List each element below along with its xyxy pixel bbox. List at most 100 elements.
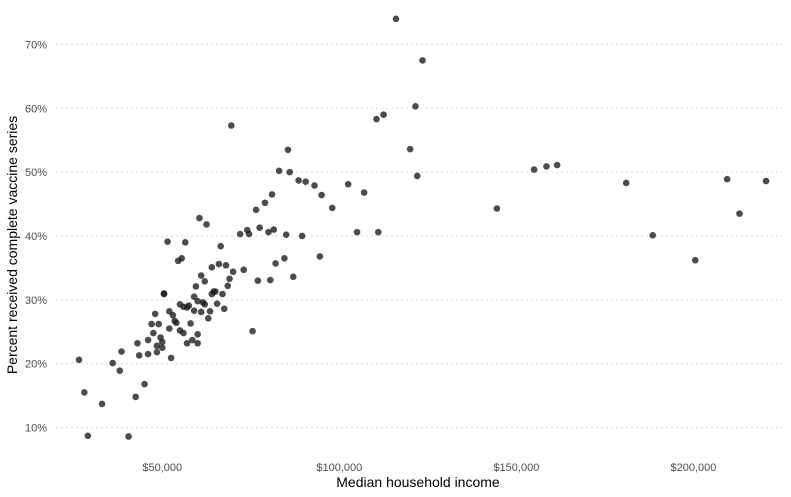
scatter-point	[160, 290, 168, 298]
y-tick-label: 10%	[25, 423, 47, 435]
scatter-point	[192, 283, 200, 290]
scatter-point	[311, 182, 318, 189]
scatter-point	[240, 266, 247, 274]
scatter-point	[215, 260, 223, 268]
scatter-point	[201, 300, 209, 308]
scatter-point	[190, 307, 198, 314]
scatter-point	[206, 308, 214, 315]
x-tick-label: $50,000	[142, 462, 182, 474]
scatter-point	[116, 367, 124, 375]
scatter-point	[220, 305, 228, 313]
scatter-point	[183, 339, 191, 347]
scatter-point	[380, 111, 387, 118]
scatter-point	[125, 433, 132, 440]
scatter-point	[194, 339, 201, 347]
scatter-point	[275, 167, 283, 175]
scatter-point	[155, 320, 163, 328]
y-axis-tick-labels: 10% 20% 30% 40% 50% 60% 70%	[25, 39, 47, 434]
y-tick-label: 50%	[25, 167, 47, 179]
scatter-point	[81, 389, 88, 396]
scatter-point	[194, 297, 201, 305]
y-tick-label: 20%	[25, 359, 47, 371]
gridlines	[56, 43, 782, 429]
scatter-point	[118, 348, 125, 355]
scatter-point	[245, 230, 253, 238]
scatter-point	[236, 230, 244, 238]
scatter-point	[75, 356, 83, 364]
scatter-point	[256, 224, 263, 231]
scatter-point	[180, 329, 187, 337]
scatter-point	[135, 352, 143, 359]
y-axis-title: Percent received complete vaccine series	[4, 116, 20, 374]
scatter-point	[189, 336, 196, 344]
scatter-point	[181, 239, 189, 246]
scatter-point	[166, 325, 173, 332]
scatter-point	[360, 189, 368, 196]
scatter-point	[298, 232, 306, 240]
scatter-point	[254, 277, 262, 284]
scatter-point	[493, 205, 501, 212]
scatter-point	[144, 350, 152, 358]
scatter-point	[208, 263, 216, 271]
scatter-point	[196, 214, 203, 222]
scatter-point	[158, 338, 166, 346]
scatter-point	[148, 320, 155, 328]
scatter-point	[302, 178, 309, 185]
scatter-point	[153, 342, 161, 350]
scatter-point	[272, 260, 279, 267]
scatter-point	[203, 221, 210, 228]
scatter-point	[134, 339, 141, 347]
scatter-point	[164, 238, 171, 246]
x-tick-label: $150,000	[493, 462, 539, 474]
scatter-point	[266, 276, 274, 284]
scatter-point	[98, 400, 106, 408]
scatter-point	[222, 262, 230, 269]
scatter-point	[286, 168, 294, 176]
scatter-point	[289, 273, 297, 281]
scatter-point	[169, 311, 177, 319]
scatter-point	[252, 206, 260, 214]
scatter-point	[229, 268, 237, 276]
scatter-point	[228, 122, 235, 129]
x-axis-title: Median household income	[336, 474, 500, 490]
scatter-point	[187, 320, 194, 327]
scatter-point	[649, 232, 657, 239]
scatter-point	[284, 146, 292, 154]
scatter-point	[282, 231, 290, 238]
scatter-point	[392, 15, 400, 23]
scatter-point	[84, 432, 92, 440]
scatter-point	[197, 308, 205, 316]
y-tick-label: 70%	[25, 39, 47, 51]
scatter-point	[197, 272, 205, 279]
scatter-point	[158, 344, 166, 352]
scatter-point	[419, 57, 426, 64]
scatter-point	[226, 275, 233, 283]
scatter-point	[204, 315, 212, 322]
scatter-point	[144, 336, 152, 344]
scatter-point	[185, 302, 193, 309]
scatter-point	[723, 175, 731, 183]
x-axis-tick-labels: $50,000 $100,000 $150,000 $200,000	[142, 462, 716, 474]
scatter-point	[178, 255, 186, 262]
y-tick-label: 60%	[25, 103, 47, 115]
scatter-point	[217, 242, 224, 250]
scatter-point	[736, 210, 743, 217]
scatter-point	[167, 354, 175, 362]
scatter-point	[762, 177, 770, 185]
scatter-point	[212, 288, 219, 295]
y-tick-label: 30%	[25, 295, 47, 307]
x-tick-label: $100,000	[316, 462, 362, 474]
scatter-point	[268, 191, 276, 198]
scatter-point	[622, 179, 630, 187]
scatter-point	[553, 161, 561, 169]
scatter-point	[406, 145, 414, 153]
scatter-point	[201, 278, 209, 285]
scatter-point	[413, 172, 421, 180]
scatter-point	[219, 290, 226, 298]
scatter-point	[353, 228, 361, 236]
x-tick-label: $200,000	[671, 462, 717, 474]
scatter-point	[132, 393, 139, 401]
scatter-point	[153, 348, 161, 356]
scatter-point	[316, 253, 324, 260]
